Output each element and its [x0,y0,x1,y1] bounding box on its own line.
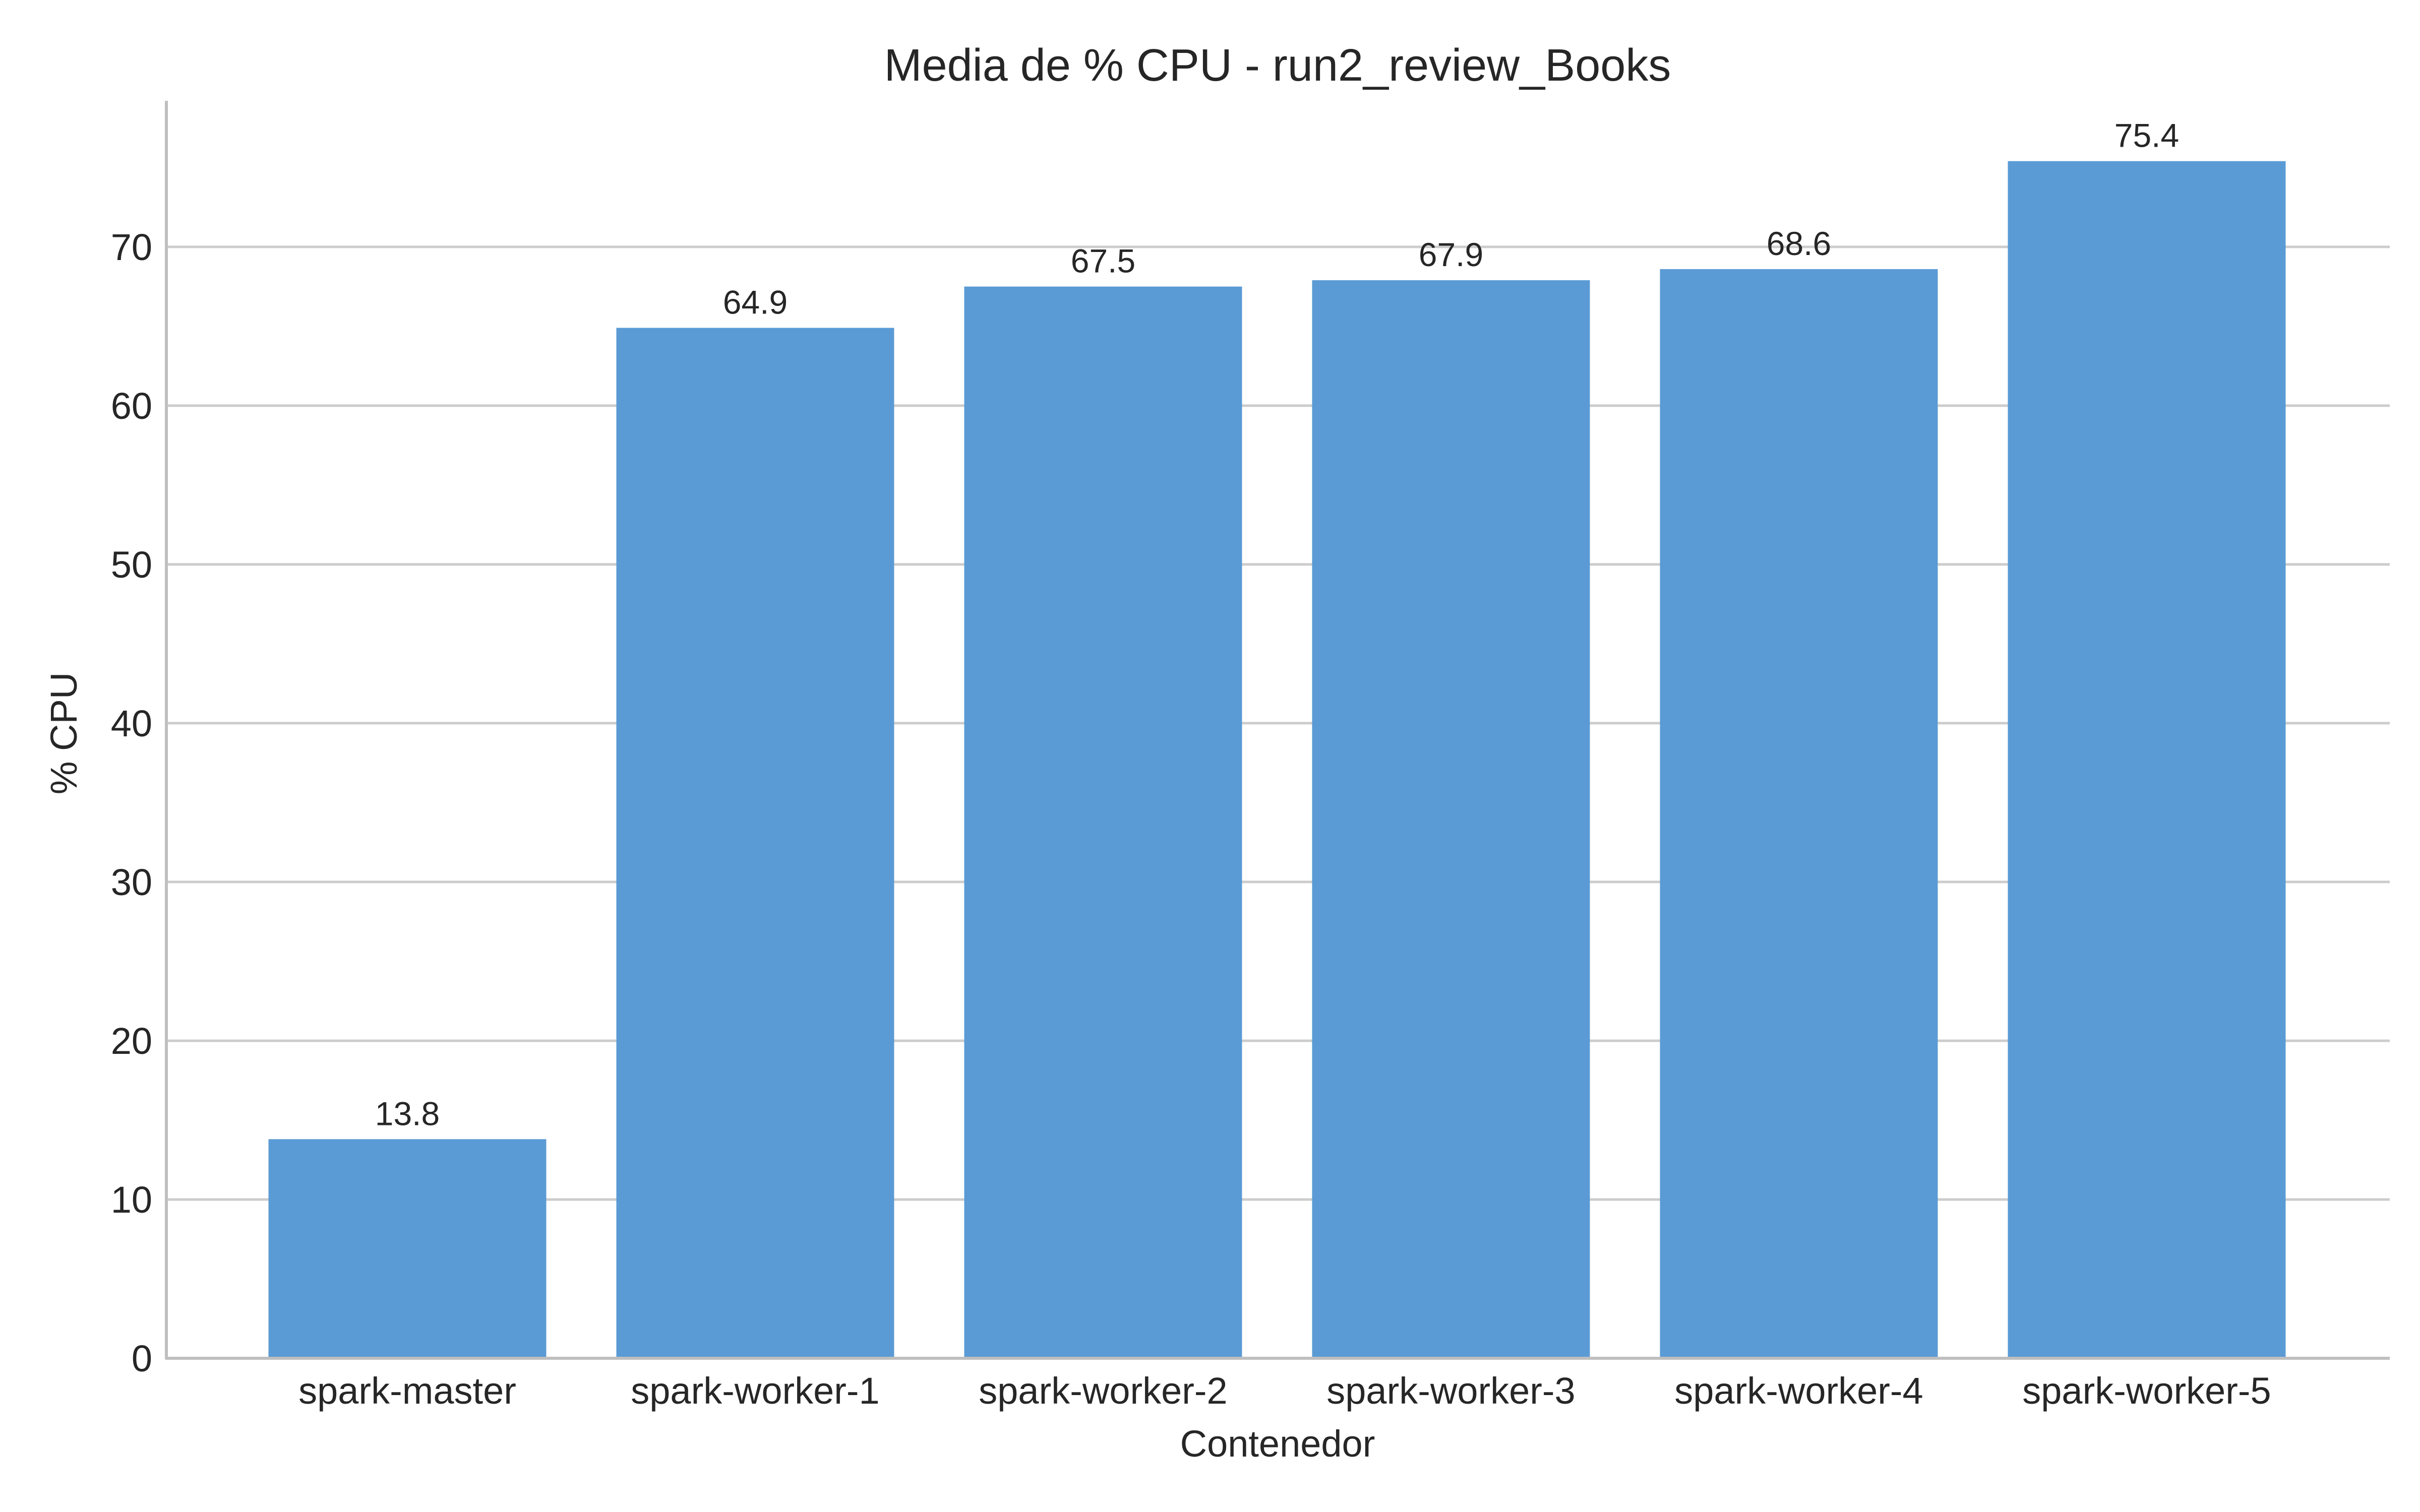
bar-spark-worker-1 [616,328,894,1358]
data-label-spark-worker-2: 67.5 [1071,242,1135,280]
data-label-spark-master: 13.8 [375,1095,440,1132]
bar-spark-worker-3 [1312,280,1590,1358]
y-tick-label-10: 10 [111,1179,152,1221]
bar-spark-master [268,1139,547,1358]
x-tick-label-spark-worker-2: spark-worker-2 [979,1370,1227,1412]
bars [268,161,2286,1359]
x-tick-label-spark-worker-3: spark-worker-3 [1326,1370,1575,1412]
chart-title: Media de % CPU - run2_review_Books [884,40,1671,91]
x-tick-label-spark-worker-1: spark-worker-1 [631,1370,879,1412]
bar-spark-worker-2 [964,286,1242,1358]
y-tick-label-20: 20 [111,1020,152,1062]
tick-labels: 0 10 20 30 40 50 60 70 spark-master spark-worker-… [111,226,2271,1412]
bar-spark-worker-5 [2008,161,2286,1359]
y-tick-label-0: 0 [132,1338,152,1379]
data-label-spark-worker-1: 64.9 [723,283,788,321]
y-tick-label-30: 30 [111,861,152,903]
data-label-spark-worker-3: 67.9 [1419,236,1483,273]
x-tick-label-spark-worker-4: spark-worker-4 [1674,1370,1923,1412]
axes [165,101,2390,1360]
y-tick-label-70: 70 [111,226,152,268]
x-axis-title: Contenedor [1180,1423,1375,1465]
x-tick-label-spark-worker-5: spark-worker-5 [2022,1370,2271,1412]
data-labels: 13.8 64.9 67.5 67.9 68.6 75.4 [375,117,2179,1132]
y-tick-label-60: 60 [111,385,152,427]
y-axis-title: % CPU [43,672,85,795]
y-tick-label-40: 40 [111,703,152,744]
x-tick-label-spark-master: spark-master [298,1370,516,1412]
data-label-spark-worker-4: 68.6 [1767,225,1831,262]
bar-spark-worker-4 [1660,269,1938,1358]
data-label-spark-worker-5: 75.4 [2114,117,2179,154]
y-tick-label-50: 50 [111,544,152,586]
